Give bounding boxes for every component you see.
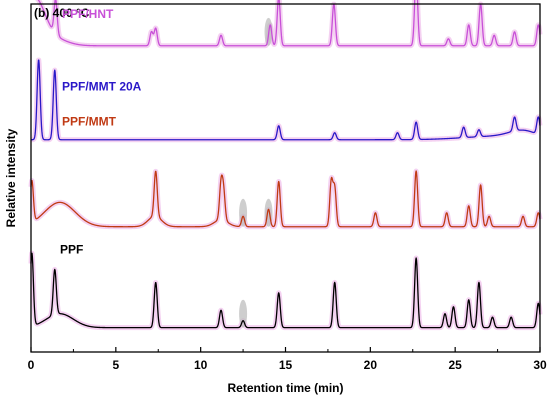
series-label-layer: PPF/HNT PPF/MMT 20A PPF/MMT PPF xyxy=(60,7,142,257)
series-line xyxy=(30,59,541,141)
x-tick-label: 25 xyxy=(448,358,462,372)
trace-highlight-3 xyxy=(28,250,543,331)
series-line xyxy=(30,252,541,329)
x-tick-label: 30 xyxy=(533,358,547,372)
x-tick-label: 0 xyxy=(28,358,35,372)
series-line xyxy=(37,0,541,47)
series-line xyxy=(30,170,541,228)
y-axis-title: Relative intensity xyxy=(4,128,18,227)
shaded-region xyxy=(239,198,248,227)
series-label: PPF/MMT xyxy=(62,115,117,129)
series-label: PPF/MMT 20A xyxy=(62,80,142,94)
x-tick-layer: 0 5 10 15 20 25 30 xyxy=(28,347,547,372)
plot-frame xyxy=(30,3,541,353)
series-layer xyxy=(30,0,541,329)
x-tick-label: 10 xyxy=(194,358,208,372)
shaded-region xyxy=(239,299,248,328)
highlight-layer xyxy=(28,0,543,331)
x-tick-label: 15 xyxy=(279,358,293,372)
trace-highlight-2 xyxy=(28,168,543,230)
panel-title: (b) 400 °C xyxy=(34,6,90,20)
shaded-region-layer xyxy=(239,17,273,328)
x-tick-label: 20 xyxy=(364,358,378,372)
series-label: PPF/HNT xyxy=(62,7,114,21)
x-tick-label: 5 xyxy=(112,358,119,372)
series-label: PPF xyxy=(60,243,83,257)
x-axis-title: Retention time (min) xyxy=(228,381,344,395)
